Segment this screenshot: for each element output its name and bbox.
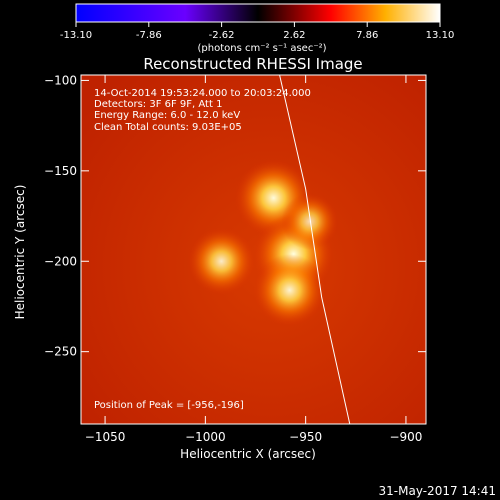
footer-timestamp: 31-May-2017 14:41	[379, 484, 496, 498]
y-tick-label: −150	[44, 164, 77, 178]
colorbar-tick-label: -2.62	[209, 30, 235, 41]
plot-frame	[80, 74, 427, 425]
y-tick-label: −250	[44, 345, 77, 359]
colorbar-tick-label: 7.86	[356, 30, 378, 41]
solar-limb-curve	[279, 75, 351, 424]
colorbar	[75, 3, 441, 23]
colorbar-tick-label: 2.62	[283, 30, 305, 41]
x-tick-label: −1000	[185, 430, 226, 444]
emission-source	[253, 254, 326, 327]
colorbar-tick-label: -13.10	[60, 30, 92, 41]
annotation-time: 14-Oct-2014 19:53:24.000 to 20:03:24.000	[94, 88, 311, 99]
annotation-energy: Energy Range: 6.0 - 12.0 keV	[94, 110, 240, 121]
annotation-counts: Clean Total counts: 9.03E+05	[94, 122, 242, 133]
peak-position-label: Position of Peak = [-956,-196]	[94, 400, 244, 411]
colorbar-units: (photons cm⁻² s⁻¹ asec⁻²)	[197, 43, 326, 54]
colorbar-tick-label: 13.10	[426, 30, 455, 41]
y-axis-label: Heliocentric Y (arcsec)	[13, 185, 27, 320]
annotation-detectors: Detectors: 3F 6F 9F, Att 1	[94, 99, 222, 110]
colorbar-tick-label: -7.86	[136, 30, 162, 41]
emission-source	[281, 193, 338, 250]
x-tick-label: −1050	[85, 430, 126, 444]
axis-ticks: −1050 −1000 −950 −900 −100 −150 −200 −250	[44, 73, 426, 444]
x-tick-label: −900	[389, 430, 422, 444]
x-tick-label: −950	[289, 430, 322, 444]
chart-title: Reconstructed RHESSI Image	[143, 55, 362, 73]
emission-source	[187, 227, 255, 295]
y-tick-label: −100	[44, 73, 77, 87]
y-tick-label: −200	[44, 254, 77, 268]
colorbar-ticks: -13.10 -7.86 -2.62 2.62 7.86 13.10	[60, 22, 454, 41]
x-axis-label: Heliocentric X (arcsec)	[180, 447, 316, 461]
heatmap-area	[81, 75, 426, 424]
